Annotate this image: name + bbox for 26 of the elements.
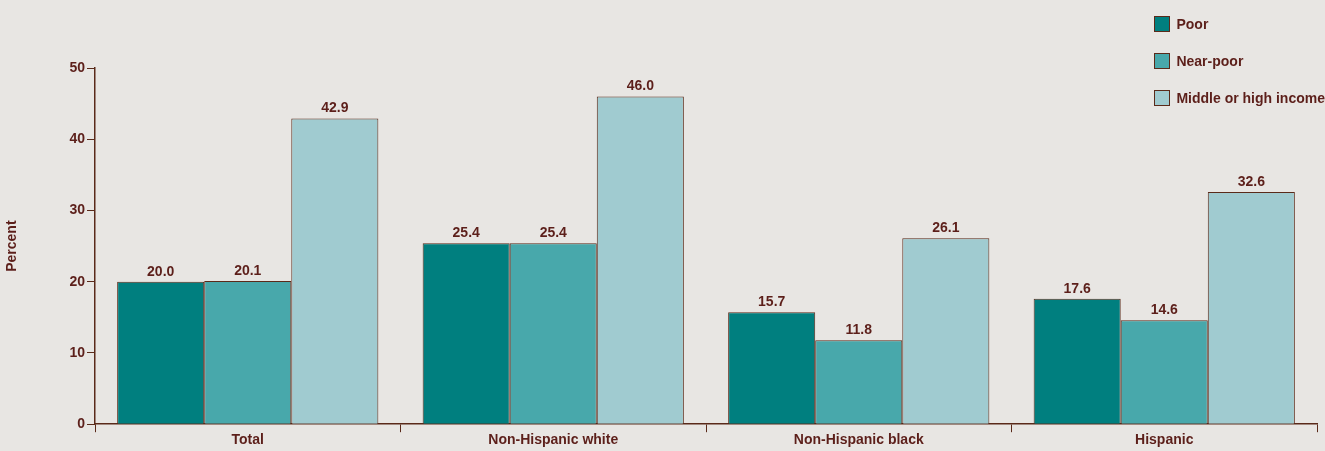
text: 25.4 <box>539 224 567 241</box>
text: 25.4 <box>452 224 480 241</box>
text: 32.6 <box>1237 172 1265 189</box>
y-tick-label: 10 <box>69 343 86 360</box>
text: 26.1 <box>932 219 960 236</box>
y-tick-label: 20 <box>69 272 86 289</box>
text: 15.7 <box>758 293 786 310</box>
text: 42.9 <box>321 99 349 116</box>
y-axis-title: Percent <box>3 220 20 272</box>
text: 20.1 <box>234 261 262 278</box>
legend-label: Near-poor <box>1176 53 1244 69</box>
x-tick-label: Hispanic <box>1135 431 1194 448</box>
x-tick-label: Total <box>231 431 264 448</box>
y-tick-label: 30 <box>69 201 86 218</box>
y-tick-label: 50 <box>69 58 86 75</box>
text: 14.6 <box>1150 301 1178 318</box>
text: 46.0 <box>626 77 654 94</box>
legend-label: Middle or high income <box>1176 90 1325 106</box>
legend-label: Poor <box>1176 16 1209 32</box>
text: 20.0 <box>147 262 175 279</box>
text: 17.6 <box>1063 279 1091 296</box>
text: 11.8 <box>845 321 872 337</box>
y-tick-label: 0 <box>77 415 86 432</box>
x-tick-label: Non-Hispanic black <box>793 431 924 448</box>
x-tick-label: Non-Hispanic white <box>488 431 619 448</box>
y-tick-label: 40 <box>69 130 86 147</box>
